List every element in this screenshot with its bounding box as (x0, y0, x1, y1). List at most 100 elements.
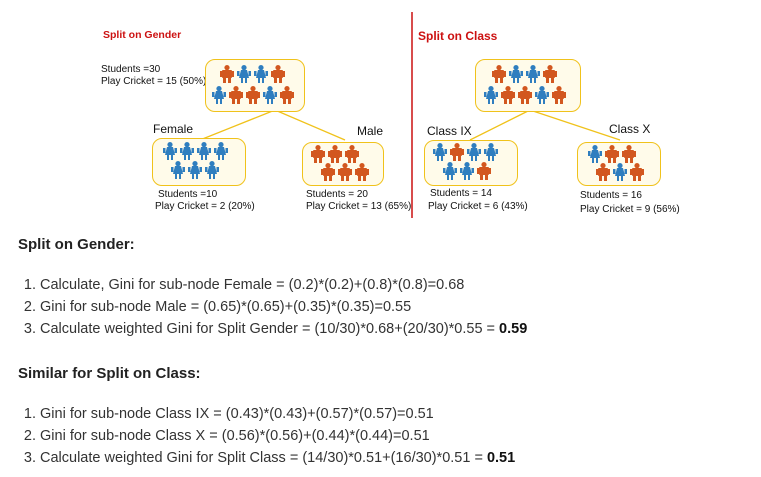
class-heading: Similar for Split on Class: (18, 365, 201, 382)
girl-figure-icon (180, 142, 194, 160)
girl-figure-icon (484, 86, 498, 104)
class-step-3-result: 0.51 (486, 450, 516, 466)
figure-row (443, 162, 494, 180)
female-students: Students =10 (158, 189, 218, 200)
boy-figure-icon (271, 65, 285, 83)
girl-figure-icon (535, 86, 549, 104)
boy-figure-icon (450, 143, 464, 161)
girl-figure-icon (212, 86, 226, 104)
gender-step-1-text: Calculate, Gini for sub-node Female = (0… (40, 277, 465, 293)
girl-figure-icon (588, 145, 602, 163)
gender-step-2: Gini for sub-node Male = (0.65)*(0.65)+(… (40, 296, 527, 318)
boy-figure-icon (518, 86, 532, 104)
girl-figure-icon (254, 65, 268, 83)
girl-figure-icon (509, 65, 523, 83)
connector-male (274, 109, 346, 141)
male-students: Students = 20 (306, 189, 368, 200)
girl-figure-icon (263, 86, 277, 104)
figure-row (492, 65, 560, 83)
class-x-students: Students = 16 (580, 190, 642, 201)
girl-figure-icon (197, 142, 211, 160)
girl-figure-icon (613, 163, 627, 181)
boy-figure-icon (477, 162, 491, 180)
boy-figure-icon (280, 86, 294, 104)
boy-figure-icon (501, 86, 515, 104)
female-node (152, 138, 246, 186)
gender-steps-list: Calculate, Gini for sub-node Female = (0… (0, 274, 527, 340)
figure-row (321, 163, 372, 181)
female-label: Female (153, 122, 194, 136)
class-step-1: Gini for sub-node Class IX = (0.43)*(0.4… (40, 403, 515, 425)
class-x-play-cricket: Play Cricket = 9 (56%) (580, 204, 680, 215)
boy-figure-icon (220, 65, 234, 83)
connector-class-x (529, 109, 621, 141)
boy-figure-icon (328, 145, 342, 163)
gender-root-node (205, 59, 305, 112)
connector-lines (199, 12, 621, 218)
boy-figure-icon (355, 163, 369, 181)
boy-figure-icon (321, 163, 335, 181)
gender-step-3-text: Calculate weighted Gini for Split Gender… (40, 321, 500, 337)
gender-split-title: Split on Gender (103, 29, 182, 41)
gender-step-3: Calculate weighted Gini for Split Gender… (40, 318, 527, 340)
male-play-cricket: Play Cricket = 13 (65%) (306, 201, 412, 212)
boy-figure-icon (630, 163, 644, 181)
class-step-3-text: Calculate weighted Gini for Split Class … (40, 450, 487, 466)
gender-step-2-text: Gini for sub-node Male = (0.65)*(0.65)+(… (40, 299, 412, 315)
male-node (302, 142, 384, 186)
class-step-2: Gini for sub-node Class X = (0.56)*(0.56… (40, 425, 515, 447)
boy-figure-icon (543, 65, 557, 83)
class-x-label: Class X (609, 122, 651, 136)
girl-figure-icon (214, 142, 228, 160)
gender-heading: Split on Gender: (18, 236, 135, 253)
boy-figure-icon (229, 86, 243, 104)
root-play-cricket: Play Cricket = 15 (50%) (101, 76, 207, 87)
class-steps-list: Gini for sub-node Class IX = (0.43)*(0.4… (0, 403, 515, 469)
gender-step-1: Calculate, Gini for sub-node Female = (0… (40, 274, 527, 296)
girl-figure-icon (526, 65, 540, 83)
figure-row (596, 163, 647, 181)
class-x-node (577, 142, 661, 186)
girl-figure-icon (443, 162, 457, 180)
girl-figure-icon (467, 143, 481, 161)
boy-figure-icon (345, 145, 359, 163)
figure-row (171, 161, 222, 179)
boy-figure-icon (596, 163, 610, 181)
girl-figure-icon (205, 161, 219, 179)
boy-figure-icon (605, 145, 619, 163)
girl-figure-icon (484, 143, 498, 161)
class-step-2-text: Gini for sub-node Class X = (0.56)*(0.56… (40, 428, 430, 444)
girl-figure-icon (237, 65, 251, 83)
class-root-node (475, 59, 581, 112)
male-label: Male (357, 124, 384, 138)
boy-figure-icon (622, 145, 636, 163)
figure-row (220, 65, 288, 83)
class-ix-label: Class IX (427, 124, 472, 138)
girl-figure-icon (163, 142, 177, 160)
gender-step-3-result: 0.59 (499, 321, 528, 337)
class-ix-node (424, 140, 518, 186)
class-step-1-text: Gini for sub-node Class IX = (0.43)*(0.4… (40, 406, 434, 422)
figure-row (311, 145, 362, 163)
class-ix-play-cricket: Play Cricket = 6 (43%) (428, 201, 528, 212)
class-ix-students: Students = 14 (430, 188, 492, 199)
figure-row (484, 86, 569, 104)
female-play-cricket: Play Cricket = 2 (20%) (155, 201, 255, 212)
figure-row (433, 143, 501, 161)
figure-row (212, 86, 297, 104)
boy-figure-icon (246, 86, 260, 104)
boy-figure-icon (311, 145, 325, 163)
split-diagram: Split on Gender Students =30 Play Cricke… (0, 0, 761, 230)
figure-row (588, 145, 639, 163)
class-split-title: Split on Class (418, 29, 498, 43)
class-step-3: Calculate weighted Gini for Split Class … (40, 447, 515, 469)
figure-row (163, 142, 231, 160)
connector-female (199, 109, 276, 141)
girl-figure-icon (433, 143, 447, 161)
boy-figure-icon (552, 86, 566, 104)
boy-figure-icon (492, 65, 506, 83)
connector-class-ix (469, 109, 531, 141)
root-students: Students =30 (101, 64, 161, 75)
boy-figure-icon (338, 163, 352, 181)
girl-figure-icon (188, 161, 202, 179)
